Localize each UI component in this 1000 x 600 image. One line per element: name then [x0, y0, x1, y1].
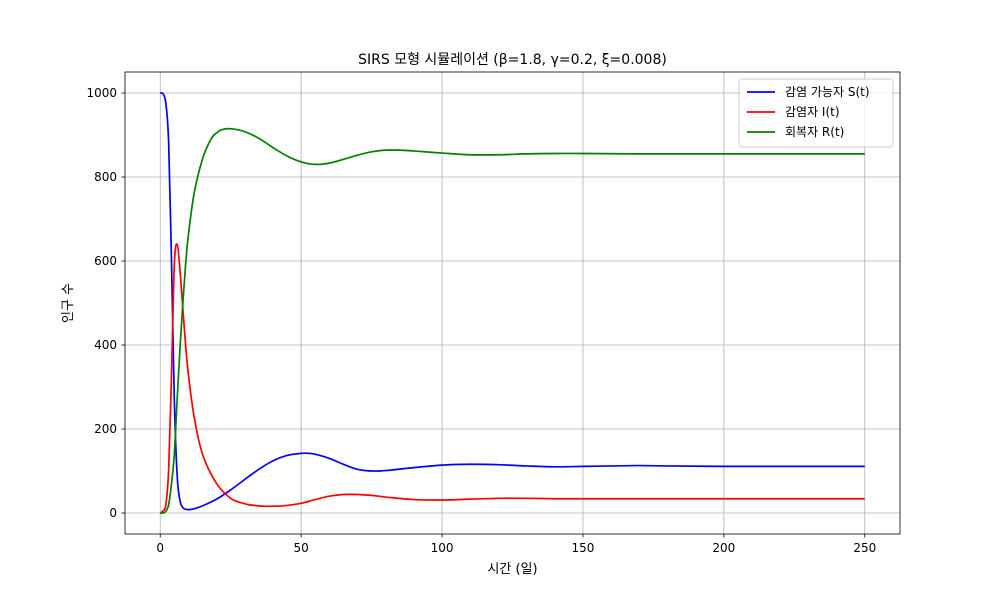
x-tick-label: 200 — [712, 541, 735, 555]
y-tick-label: 1000 — [86, 86, 117, 100]
series-lines — [159, 91, 865, 514]
y-tick-label: 0 — [109, 506, 117, 520]
infected-line — [159, 243, 865, 514]
x-tick-label: 150 — [572, 541, 595, 555]
legend-box — [738, 78, 894, 148]
susceptible-line — [159, 91, 865, 511]
axis-ticks: 0 50 100 150 200 250 0 200 400 600 800 1000 — [86, 86, 876, 555]
x-tick-label: 250 — [853, 541, 876, 555]
y-tick-label: 200 — [94, 422, 117, 436]
x-tick-label: 50 — [293, 541, 308, 555]
legend-entry-label: 감염자 I(t) — [785, 105, 840, 119]
gridlines — [125, 72, 900, 534]
x-axis-label: 시간 (일) — [487, 562, 537, 577]
y-tick-label: 800 — [94, 170, 117, 184]
recovered-line — [160, 127, 865, 514]
legend-entry-label: 회복자 R(t) — [785, 125, 844, 139]
y-tick-label: 600 — [94, 254, 117, 268]
y-axis-label: 인구 수 — [61, 283, 76, 323]
x-tick-label: 0 — [156, 541, 164, 555]
y-tick-label: 400 — [94, 338, 117, 352]
legend: 감염 가능자 S(t) 감염자 I(t) 회복자 R(t) — [738, 78, 894, 148]
plot-frame — [124, 71, 901, 535]
x-tick-label: 100 — [431, 541, 454, 555]
chart-title: SIRS 모형 시뮬레이션 (β=1.8, γ=0.2, ξ=0.008) — [358, 52, 667, 68]
legend-entry-label: 감염 가능자 S(t) — [785, 85, 870, 99]
